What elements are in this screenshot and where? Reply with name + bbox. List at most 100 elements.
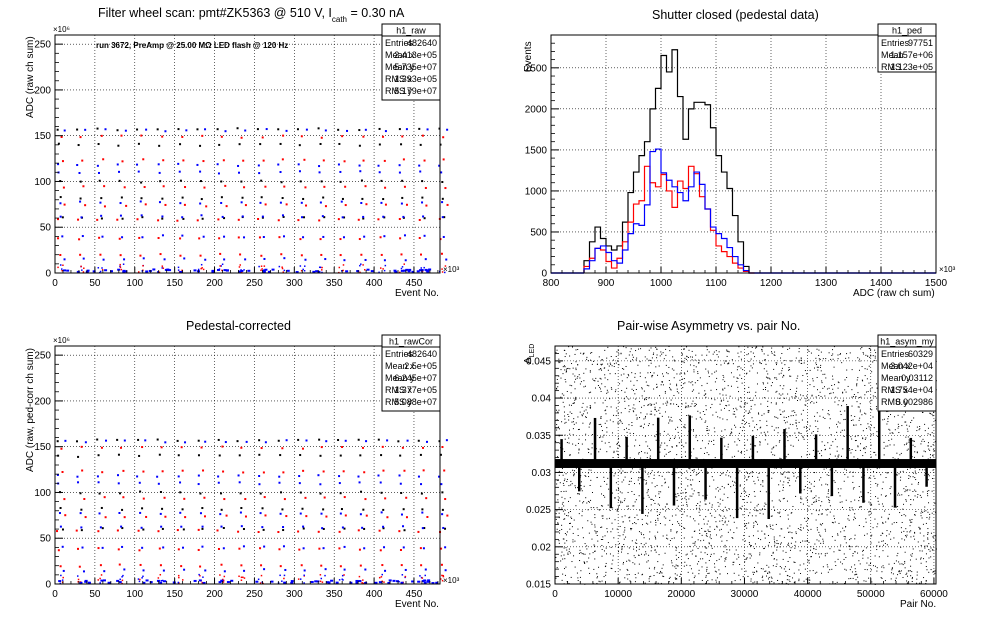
background-point (749, 473, 751, 475)
background-point (793, 475, 795, 477)
background-point (723, 487, 725, 489)
background-point (923, 440, 925, 442)
background-point (794, 397, 796, 399)
black-point (101, 527, 104, 530)
baseline-point (417, 580, 421, 583)
background-point (666, 537, 668, 539)
black-point (142, 528, 145, 531)
background-point (745, 373, 747, 375)
background-point (661, 415, 663, 417)
background-point (808, 350, 810, 352)
background-point (623, 429, 625, 431)
background-point (926, 490, 928, 492)
background-point (765, 435, 767, 437)
background-point (687, 356, 689, 358)
blue-point (121, 545, 124, 548)
background-point (744, 404, 746, 406)
red-point (298, 548, 301, 551)
background-point (818, 556, 820, 558)
background-point (661, 442, 663, 444)
background-point (719, 488, 721, 490)
low-point (319, 574, 322, 576)
background-point (683, 426, 685, 428)
background-point (580, 475, 582, 477)
black-point (116, 129, 119, 132)
background-point (609, 398, 611, 400)
background-point (759, 490, 761, 492)
baseline-point (262, 270, 266, 273)
background-point (556, 419, 558, 421)
background-point (862, 438, 864, 440)
background-point (764, 433, 766, 435)
background-point (738, 365, 740, 367)
background-point (715, 581, 717, 583)
background-point (893, 444, 895, 446)
background-point (575, 422, 577, 424)
red-point (240, 564, 243, 567)
background-point (634, 522, 636, 524)
background-point (805, 578, 807, 580)
background-point (733, 561, 735, 563)
background-point (923, 535, 925, 537)
black-point (96, 438, 99, 441)
background-point (797, 476, 799, 478)
background-point (767, 578, 769, 580)
background-point (569, 454, 571, 456)
blue-point (281, 214, 284, 217)
background-point (628, 411, 630, 413)
black-point (240, 180, 243, 183)
background-point (611, 492, 613, 494)
background-point (928, 571, 930, 573)
background-point (580, 381, 582, 383)
low-point (177, 269, 180, 271)
background-point (580, 488, 582, 490)
background-point (569, 433, 571, 435)
blue-point (426, 128, 429, 131)
background-point (836, 431, 838, 433)
low-point (141, 577, 143, 579)
background-point (704, 503, 706, 505)
background-point (826, 474, 828, 476)
background-point (864, 448, 866, 450)
background-point (638, 477, 640, 479)
low-point (60, 574, 62, 577)
background-point (646, 457, 648, 459)
background-point (765, 491, 767, 493)
background-point (849, 539, 851, 541)
background-point (631, 422, 633, 424)
background-point (674, 496, 676, 498)
background-point (843, 536, 845, 538)
background-point (829, 548, 831, 550)
background-point (616, 528, 618, 530)
background-point (722, 510, 724, 512)
background-point (885, 477, 887, 479)
background-point (685, 499, 687, 501)
background-point (564, 558, 566, 560)
background-point (674, 360, 676, 362)
low-point (158, 271, 161, 274)
background-point (822, 387, 824, 389)
background-point (840, 353, 842, 355)
red-point (184, 516, 187, 519)
background-point (870, 542, 872, 544)
background-point (639, 372, 641, 374)
background-point (685, 554, 687, 556)
background-point (665, 453, 667, 455)
background-point (859, 358, 861, 360)
background-point (842, 391, 844, 393)
background-point (634, 458, 636, 460)
xtick-label: 400 (366, 278, 383, 289)
background-point (896, 522, 898, 524)
background-point (715, 534, 717, 536)
panel-ped-statsbox: h1_pedEntries97751Mean1.157e+06RMS1.123e… (877, 23, 937, 73)
background-point (637, 572, 639, 574)
background-point (762, 568, 764, 570)
background-point (816, 377, 818, 379)
background-point (824, 417, 826, 419)
red-point (339, 254, 342, 257)
low-point (441, 574, 443, 577)
background-point (847, 385, 849, 387)
low-point (157, 577, 160, 579)
background-point (654, 582, 656, 584)
xtick-label: 250 (246, 278, 263, 289)
